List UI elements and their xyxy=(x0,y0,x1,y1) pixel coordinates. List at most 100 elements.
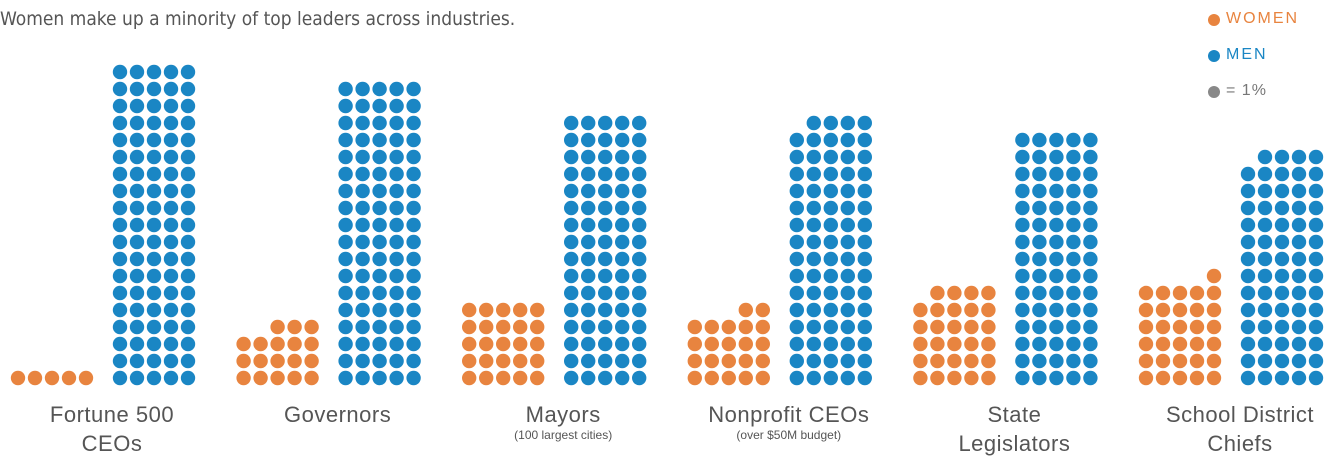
dot xyxy=(496,336,511,352)
dot xyxy=(806,132,821,148)
dot xyxy=(857,285,872,301)
dot xyxy=(389,217,404,233)
dot xyxy=(930,319,945,335)
dot xyxy=(389,336,404,352)
dot xyxy=(947,353,962,369)
dot xyxy=(355,183,370,199)
dot xyxy=(913,336,928,352)
dot xyxy=(721,370,736,386)
dot xyxy=(857,251,872,267)
dot xyxy=(823,166,838,182)
dot xyxy=(1291,370,1307,386)
dot xyxy=(1291,149,1307,165)
dot xyxy=(338,336,353,352)
dot xyxy=(1308,183,1324,199)
dot xyxy=(1257,234,1273,250)
dot xyxy=(1274,370,1290,386)
dot xyxy=(615,336,630,352)
dot xyxy=(857,370,872,386)
dot xyxy=(615,200,630,216)
dot xyxy=(1155,319,1171,335)
dot xyxy=(823,319,838,335)
dot xyxy=(581,234,596,250)
dot xyxy=(632,285,647,301)
dot xyxy=(338,166,353,182)
dot xyxy=(1240,251,1256,267)
dot xyxy=(806,217,821,233)
dot xyxy=(615,370,630,386)
dot xyxy=(598,302,613,318)
dot xyxy=(840,251,855,267)
dot xyxy=(1172,285,1188,301)
dot xyxy=(1155,336,1171,352)
dot xyxy=(10,370,26,386)
dot xyxy=(1291,302,1307,318)
dot xyxy=(981,336,996,352)
dot xyxy=(406,370,421,386)
dot xyxy=(806,234,821,250)
dot xyxy=(581,285,596,301)
dot xyxy=(857,268,872,284)
dot xyxy=(598,234,613,250)
dot xyxy=(789,166,804,182)
dot xyxy=(598,319,613,335)
dot xyxy=(1257,200,1273,216)
dot xyxy=(372,319,387,335)
dot xyxy=(1257,285,1273,301)
dot xyxy=(581,217,596,233)
dot xyxy=(857,115,872,131)
dot xyxy=(462,302,477,318)
dot xyxy=(1189,353,1205,369)
dot xyxy=(1274,285,1290,301)
dot xyxy=(180,115,196,131)
dot xyxy=(789,336,804,352)
dot xyxy=(789,353,804,369)
dot xyxy=(704,353,719,369)
dot xyxy=(372,302,387,318)
dot xyxy=(1032,149,1047,165)
dot xyxy=(615,353,630,369)
dot xyxy=(406,251,421,267)
dot xyxy=(687,319,702,335)
dot xyxy=(598,132,613,148)
dot xyxy=(1291,285,1307,301)
dot xyxy=(1015,285,1030,301)
dot xyxy=(1015,370,1030,386)
dot xyxy=(372,370,387,386)
dot xyxy=(372,234,387,250)
dot xyxy=(632,234,647,250)
dot xyxy=(1083,200,1098,216)
dot xyxy=(129,81,145,97)
dot xyxy=(964,319,979,335)
dot xyxy=(406,98,421,114)
dot xyxy=(372,166,387,182)
dot xyxy=(112,268,128,284)
dot xyxy=(146,319,162,335)
dot xyxy=(598,336,613,352)
dot xyxy=(581,115,596,131)
dot xyxy=(1240,336,1256,352)
dot xyxy=(1240,166,1256,182)
dot xyxy=(1291,319,1307,335)
dot xyxy=(389,251,404,267)
dot xyxy=(789,268,804,284)
dot xyxy=(581,353,596,369)
dot xyxy=(355,149,370,165)
dot xyxy=(1240,234,1256,250)
dot xyxy=(355,115,370,131)
category-note: (100 largest cities) xyxy=(514,428,613,442)
dot xyxy=(146,81,162,97)
dot xyxy=(806,353,821,369)
dot xyxy=(1049,132,1064,148)
dot xyxy=(1240,370,1256,386)
dot xyxy=(964,353,979,369)
dot xyxy=(1032,302,1047,318)
dot xyxy=(253,336,268,352)
dot xyxy=(947,319,962,335)
dot xyxy=(981,319,996,335)
dot xyxy=(1015,353,1030,369)
dot xyxy=(236,353,251,369)
dot xyxy=(129,234,145,250)
dot xyxy=(513,302,528,318)
dot xyxy=(338,370,353,386)
